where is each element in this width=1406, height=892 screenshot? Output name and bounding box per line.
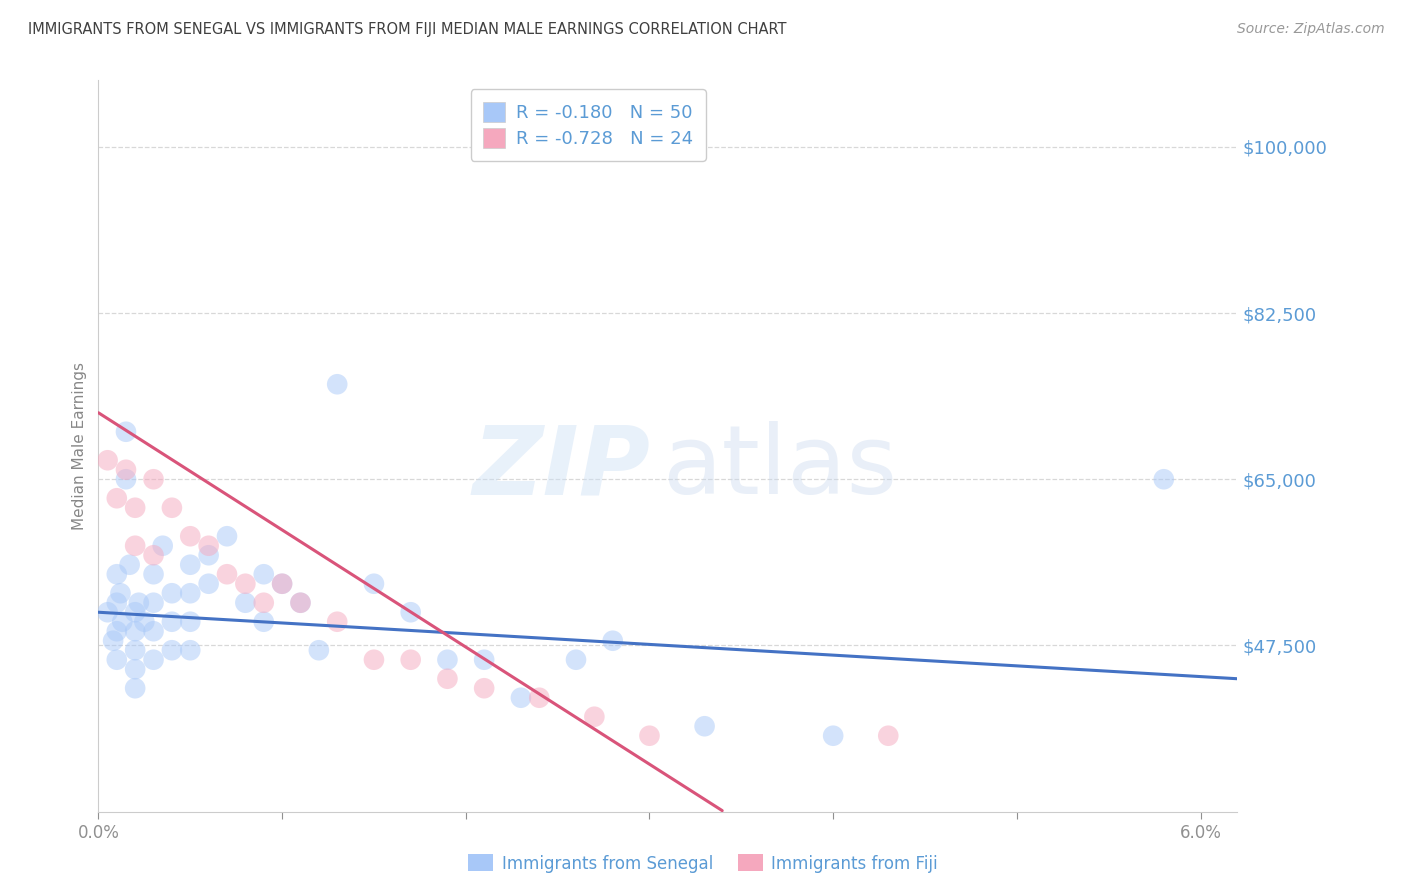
- Point: [105, 653, 128, 667]
- Point: [142, 567, 165, 582]
- Point: [118, 558, 141, 572]
- Point: [124, 624, 146, 639]
- Point: [271, 576, 294, 591]
- Point: [472, 653, 495, 667]
- Point: [877, 729, 900, 743]
- Legend: R = -0.180   N = 50, R = -0.728   N = 24: R = -0.180 N = 50, R = -0.728 N = 24: [471, 89, 706, 161]
- Point: [142, 624, 165, 639]
- Point: [271, 576, 294, 591]
- Point: [110, 586, 132, 600]
- Point: [253, 615, 276, 629]
- Point: [105, 624, 128, 639]
- Point: [197, 539, 219, 553]
- Point: [179, 558, 201, 572]
- Point: [326, 377, 349, 392]
- Point: [363, 576, 385, 591]
- Point: [290, 596, 312, 610]
- Point: [509, 690, 531, 705]
- Point: [124, 605, 146, 619]
- Point: [638, 729, 661, 743]
- Y-axis label: Median Male Earnings: Median Male Earnings: [72, 362, 87, 530]
- Point: [529, 690, 551, 705]
- Point: [160, 615, 183, 629]
- Point: [235, 576, 257, 591]
- Point: [179, 529, 201, 543]
- Text: IMMIGRANTS FROM SENEGAL VS IMMIGRANTS FROM FIJI MEDIAN MALE EARNINGS CORRELATION: IMMIGRANTS FROM SENEGAL VS IMMIGRANTS FR…: [28, 22, 786, 37]
- Point: [105, 491, 128, 506]
- Point: [565, 653, 588, 667]
- Point: [101, 633, 124, 648]
- Point: [693, 719, 716, 733]
- Text: ZIP: ZIP: [472, 421, 651, 515]
- Point: [152, 539, 174, 553]
- Point: [326, 615, 349, 629]
- Text: Source: ZipAtlas.com: Source: ZipAtlas.com: [1237, 22, 1385, 37]
- Point: [115, 472, 138, 486]
- Point: [105, 596, 128, 610]
- Point: [215, 567, 238, 582]
- Point: [160, 500, 183, 515]
- Point: [105, 567, 128, 582]
- Point: [134, 615, 156, 629]
- Point: [115, 425, 138, 439]
- Point: [97, 605, 120, 619]
- Text: atlas: atlas: [662, 421, 897, 515]
- Point: [111, 615, 134, 629]
- Point: [124, 681, 146, 696]
- Point: [97, 453, 120, 467]
- Point: [115, 463, 138, 477]
- Point: [436, 672, 458, 686]
- Legend: Immigrants from Senegal, Immigrants from Fiji: Immigrants from Senegal, Immigrants from…: [461, 847, 945, 880]
- Point: [179, 643, 201, 657]
- Point: [436, 653, 458, 667]
- Point: [179, 586, 201, 600]
- Point: [124, 500, 146, 515]
- Point: [823, 729, 845, 743]
- Point: [253, 567, 276, 582]
- Point: [142, 596, 165, 610]
- Point: [160, 643, 183, 657]
- Point: [602, 633, 624, 648]
- Point: [472, 681, 495, 696]
- Point: [142, 472, 165, 486]
- Point: [363, 653, 385, 667]
- Point: [124, 643, 146, 657]
- Point: [399, 605, 422, 619]
- Point: [308, 643, 330, 657]
- Point: [583, 710, 606, 724]
- Point: [179, 615, 201, 629]
- Point: [124, 539, 146, 553]
- Point: [253, 596, 276, 610]
- Point: [142, 653, 165, 667]
- Point: [124, 662, 146, 676]
- Point: [160, 586, 183, 600]
- Point: [399, 653, 422, 667]
- Point: [128, 596, 150, 610]
- Point: [215, 529, 238, 543]
- Point: [290, 596, 312, 610]
- Point: [197, 576, 219, 591]
- Point: [235, 596, 257, 610]
- Point: [142, 548, 165, 562]
- Point: [1153, 472, 1175, 486]
- Point: [197, 548, 219, 562]
